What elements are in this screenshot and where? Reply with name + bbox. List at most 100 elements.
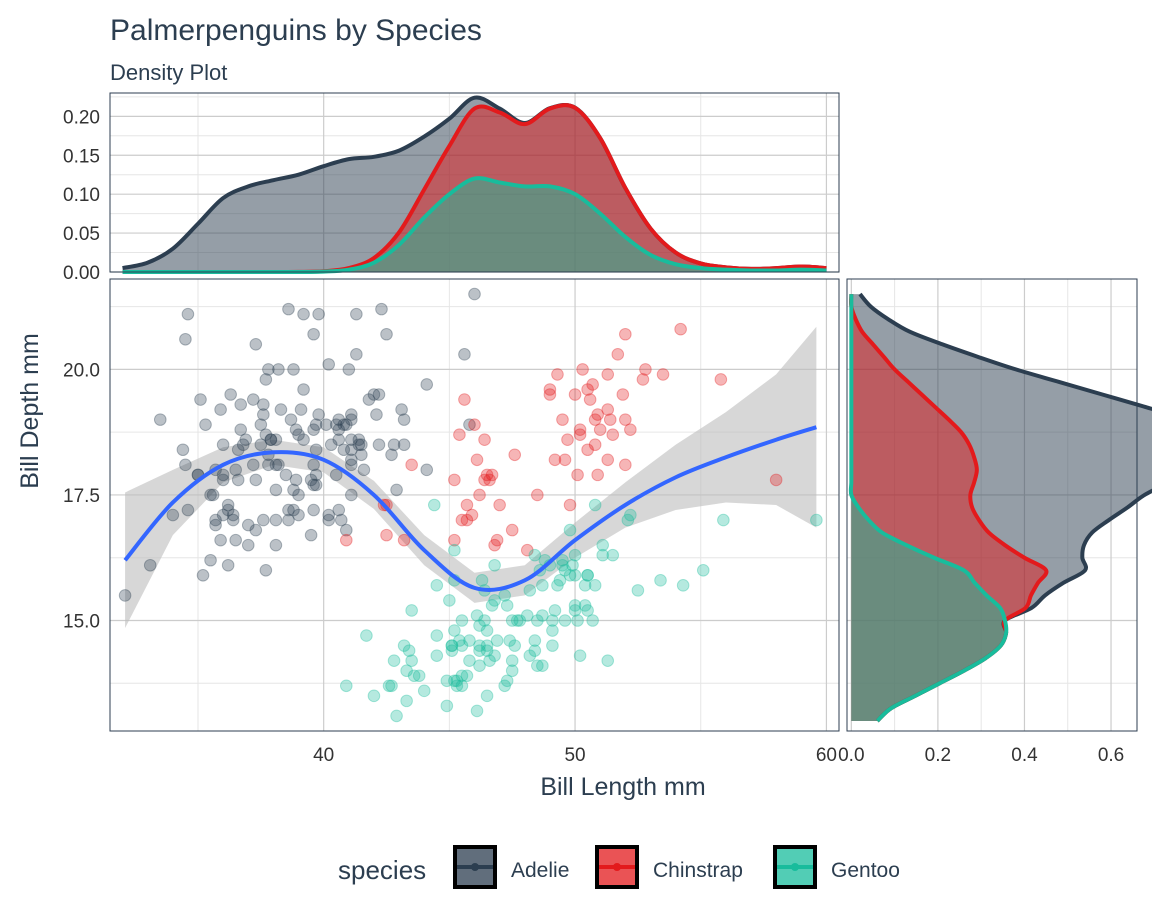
legend: species Adelie Chinstrap Gentoo <box>338 845 900 889</box>
point-gentoo <box>407 669 421 683</box>
scatter-panel: 40 50 60 15.0 17.5 20.0 <box>63 278 840 766</box>
point-adelie <box>345 408 358 421</box>
point-gentoo <box>566 558 579 572</box>
legend-key-point <box>613 863 621 871</box>
point-adelie <box>259 373 273 386</box>
point-adelie <box>297 433 310 447</box>
point-chinstrap <box>465 508 479 522</box>
point-adelie <box>342 363 356 376</box>
point-adelie <box>332 433 346 447</box>
point-adelie <box>226 513 240 527</box>
point-chinstrap <box>339 533 353 547</box>
point-adelie <box>390 483 403 497</box>
point-gentoo <box>500 674 514 688</box>
point-adelie <box>357 463 371 477</box>
point-chinstrap <box>591 408 604 421</box>
point-adelie <box>249 473 263 487</box>
point-adelie <box>309 418 323 431</box>
point-gentoo <box>528 548 542 562</box>
point-chinstrap <box>616 388 630 401</box>
point-adelie <box>307 327 320 341</box>
point-adelie <box>259 428 273 441</box>
point-chinstrap <box>586 378 599 391</box>
point-adelie <box>257 513 270 527</box>
point-gentoo <box>571 614 584 627</box>
legend-title: species <box>338 855 426 885</box>
point-gentoo <box>463 634 476 647</box>
point-adelie <box>345 488 358 502</box>
point-adelie <box>254 418 268 431</box>
point-gentoo <box>573 649 587 662</box>
point-adelie <box>395 403 408 416</box>
point-adelie <box>262 458 275 472</box>
point-adelie <box>257 398 270 411</box>
point-gentoo <box>455 614 469 627</box>
point-adelie <box>312 307 325 321</box>
point-chinstrap <box>543 383 557 396</box>
point-gentoo <box>473 639 486 652</box>
point-gentoo <box>448 543 461 557</box>
point-adelie <box>463 418 476 431</box>
point-chinstrap <box>603 413 617 426</box>
point-gentoo <box>500 599 514 612</box>
point-chinstrap <box>588 413 602 426</box>
point-adelie <box>153 413 167 426</box>
point-gentoo <box>382 679 396 693</box>
top-y-tick-label: 0.20 <box>63 107 100 128</box>
point-gentoo <box>445 644 459 657</box>
point-chinstrap <box>531 488 544 502</box>
point-adelie <box>292 488 305 502</box>
legend-key-point <box>791 863 799 871</box>
point-adelie <box>284 413 298 426</box>
point-adelie <box>214 533 227 547</box>
point-adelie <box>118 589 132 602</box>
point-adelie <box>352 438 366 452</box>
point-adelie <box>262 363 275 376</box>
point-gentoo <box>696 563 710 577</box>
point-adelie <box>179 458 192 472</box>
point-gentoo <box>588 498 602 512</box>
point-adelie <box>264 433 278 447</box>
point-gentoo <box>490 634 504 647</box>
point-gentoo <box>445 639 459 652</box>
point-chinstrap <box>593 423 607 436</box>
point-adelie <box>312 408 325 421</box>
point-adelie <box>294 403 308 416</box>
point-gentoo <box>568 548 582 562</box>
point-adelie <box>355 448 368 462</box>
point-adelie <box>226 508 240 522</box>
y-tick-label: 15.0 <box>63 612 100 633</box>
point-gentoo <box>523 584 537 597</box>
density-area-gentoo <box>122 178 827 273</box>
point-adelie <box>370 408 383 421</box>
point-adelie <box>420 463 434 477</box>
point-gentoo <box>556 553 569 567</box>
point-gentoo <box>450 674 464 688</box>
point-gentoo <box>430 579 444 592</box>
point-gentoo <box>400 694 413 708</box>
point-chinstrap <box>601 403 615 416</box>
point-adelie <box>372 438 386 452</box>
point-chinstrap <box>581 443 594 457</box>
point-adelie <box>282 503 295 517</box>
right-x-tick-label: 0.6 <box>1098 745 1124 766</box>
point-gentoo <box>488 594 501 607</box>
point-gentoo <box>676 579 690 592</box>
point-gentoo <box>463 654 476 667</box>
point-gentoo <box>596 548 610 562</box>
point-gentoo <box>581 569 594 582</box>
point-adelie <box>176 443 190 457</box>
point-gentoo <box>430 649 444 662</box>
point-adelie <box>350 348 363 361</box>
point-chinstrap <box>674 322 687 336</box>
point-gentoo <box>531 614 544 627</box>
point-adelie <box>304 528 318 542</box>
point-adelie <box>307 423 320 436</box>
point-chinstrap <box>480 468 494 482</box>
point-adelie <box>332 423 346 436</box>
y-axis-title: Bill Depth mm <box>16 333 44 489</box>
point-gentoo <box>480 689 494 703</box>
top-density-panel: 0.00 0.05 0.10 0.15 0.20 <box>63 92 840 284</box>
point-adelie <box>322 513 336 527</box>
